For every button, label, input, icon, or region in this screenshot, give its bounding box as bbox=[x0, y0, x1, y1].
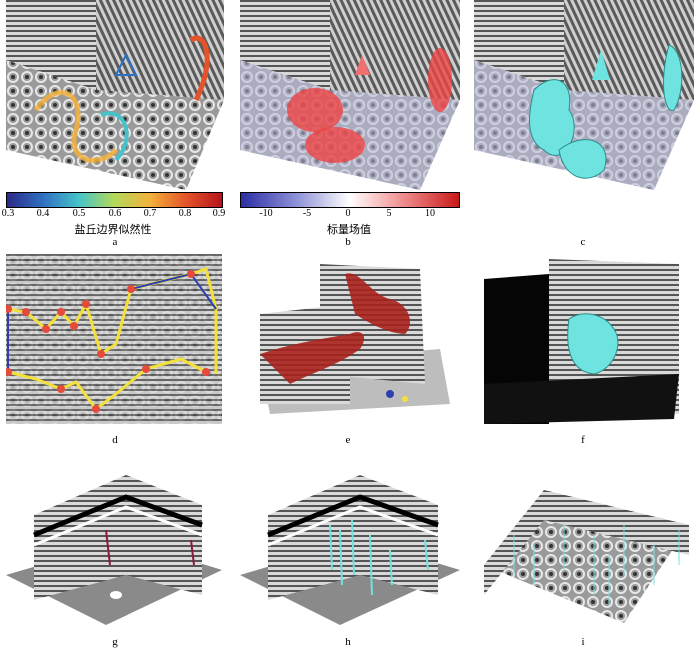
panel-label-b: b bbox=[345, 236, 351, 248]
panel-e bbox=[240, 254, 460, 424]
panel-g bbox=[6, 455, 222, 627]
panel-label-d: d bbox=[112, 434, 118, 446]
panel-h bbox=[240, 455, 460, 627]
cb2-tick-2: 0 bbox=[345, 208, 351, 219]
cb2-tick-1: -5 bbox=[302, 208, 312, 219]
panel-label-e: e bbox=[345, 434, 351, 446]
cb2-tick-3: 5 bbox=[386, 208, 392, 219]
panel-label-g: g bbox=[112, 636, 118, 648]
colorbar-likelihood bbox=[6, 192, 223, 208]
panel-label-c: c bbox=[580, 236, 586, 248]
cb1-tick-6: 0.9 bbox=[212, 208, 226, 219]
panel-a bbox=[6, 0, 224, 190]
cb2-tick-0: -10 bbox=[259, 208, 273, 219]
panel-i bbox=[474, 455, 696, 627]
panel-d bbox=[6, 254, 222, 424]
cb1-tick-3: 0.6 bbox=[108, 208, 122, 219]
panel-label-i: i bbox=[581, 636, 585, 648]
cb1-tick-0: 0.3 bbox=[1, 208, 15, 219]
cb2-title: 标量场值 bbox=[327, 223, 371, 236]
cb1-tick-1: 0.4 bbox=[36, 208, 50, 219]
cb2-tick-4: 10 bbox=[425, 208, 435, 219]
panel-label-a: a bbox=[112, 236, 118, 248]
cb1-tick-5: 0.8 bbox=[178, 208, 192, 219]
cb1-tick-4: 0.7 bbox=[143, 208, 157, 219]
panel-f bbox=[474, 254, 694, 424]
panel-label-h: h bbox=[345, 636, 351, 648]
colorbar-likelihood-gradient bbox=[7, 193, 222, 207]
cb1-tick-2: 0.5 bbox=[72, 208, 86, 219]
panel-c bbox=[474, 0, 694, 190]
panel-b bbox=[240, 0, 460, 190]
panel-label-f: f bbox=[581, 434, 585, 446]
cb1-title: 盐丘边界似然性 bbox=[74, 223, 152, 236]
colorbar-scalar-gradient bbox=[241, 193, 459, 207]
colorbar-scalar bbox=[240, 192, 460, 208]
